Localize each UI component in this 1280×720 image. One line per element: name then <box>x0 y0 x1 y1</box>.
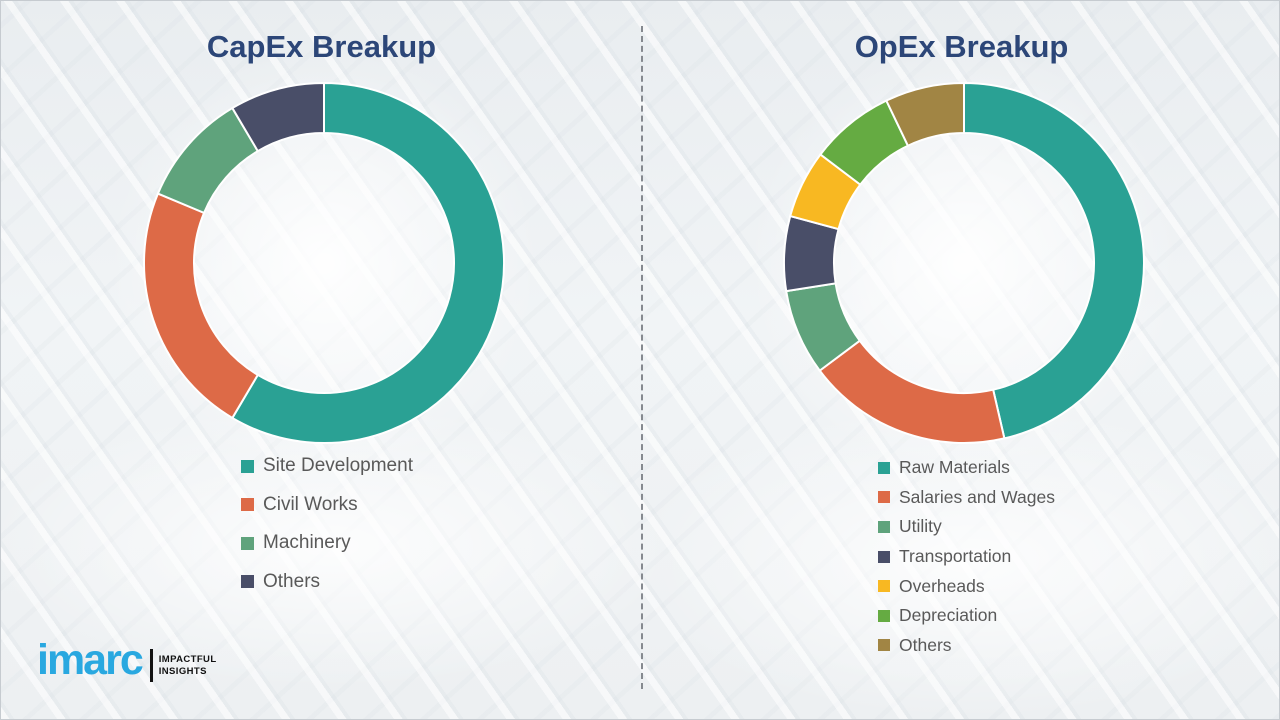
legend-swatch-icon <box>241 575 254 589</box>
imarc-logo-tagline: IMPACTFUL INSIGHTS <box>159 654 217 678</box>
capex-legend: Site Development Civil Works Machinery Othe… <box>241 447 413 601</box>
donut-segment-civil-works <box>143 192 260 420</box>
legend-swatch-icon <box>878 461 890 474</box>
capex-panel: CapEx Breakup Site Development Civil Work… <box>1 1 642 719</box>
legend-swatch-icon <box>878 520 890 533</box>
donut-segment-salaries-and-wages <box>818 339 1006 444</box>
opex-panel: OpEx Breakup Raw Materials Salaries and W… <box>642 1 1279 719</box>
legend-item-salaries-and-wages: Salaries and Wages <box>878 483 1055 513</box>
capex-title: CapEx Breakup <box>206 29 437 64</box>
legend-label: Raw Materials <box>899 457 1010 478</box>
legend-label: Overheads <box>899 575 985 596</box>
imarc-logo: imarc IMPACTFUL INSIGHTS <box>37 639 217 682</box>
opex-legend: Raw Materials Salaries and Wages Utility Tr… <box>878 453 1055 660</box>
legend-item-civil-works: Civil Works <box>241 486 413 525</box>
legend-swatch-icon <box>241 498 254 512</box>
donut-segment-raw-materials <box>963 81 1145 440</box>
legend-item-others: Others <box>241 563 413 602</box>
imarc-logo-divider-bar <box>149 649 153 682</box>
legend-label: Depreciation <box>899 605 998 626</box>
legend-item-site-development: Site Development <box>241 447 413 486</box>
capex-donut-chart <box>143 81 505 444</box>
legend-swatch-icon <box>878 491 890 504</box>
legend-label: Machinery <box>263 532 351 554</box>
donut-segment-others <box>885 81 965 148</box>
legend-item-raw-materials: Raw Materials <box>878 453 1055 483</box>
imarc-tagline-line1: IMPACTFUL <box>158 653 217 665</box>
legend-swatch-icon <box>878 550 890 563</box>
opex-title: OpEx Breakup <box>854 29 1069 64</box>
legend-swatch-icon <box>241 536 254 550</box>
legend-label: Others <box>899 634 952 655</box>
legend-item-overheads: Overheads <box>878 571 1055 601</box>
legend-swatch-icon <box>241 459 254 473</box>
legend-item-machinery: Machinery <box>241 524 413 563</box>
legend-item-depreciation: Depreciation <box>878 601 1055 631</box>
legend-item-others: Others <box>878 631 1055 661</box>
donut-segment-others <box>231 81 325 153</box>
legend-swatch-icon <box>878 609 890 622</box>
legend-item-utility: Utility <box>878 512 1055 542</box>
legend-swatch-icon <box>878 639 890 652</box>
donut-segment-site-development <box>230 81 505 444</box>
imarc-logo-wordmark: imarc <box>37 636 144 684</box>
legend-label: Transportation <box>899 546 1012 567</box>
legend-label: Site Development <box>263 455 413 477</box>
legend-label: Civil Works <box>263 493 358 515</box>
legend-label: Salaries and Wages <box>899 486 1055 507</box>
vertical-dashed-divider <box>641 26 643 689</box>
legend-swatch-icon <box>878 580 890 593</box>
opex-donut-chart <box>783 81 1145 444</box>
imarc-tagline-line2: INSIGHTS <box>158 665 207 677</box>
legend-label: Utility <box>899 516 942 537</box>
legend-item-transportation: Transportation <box>878 542 1055 572</box>
legend-label: Others <box>263 570 321 592</box>
